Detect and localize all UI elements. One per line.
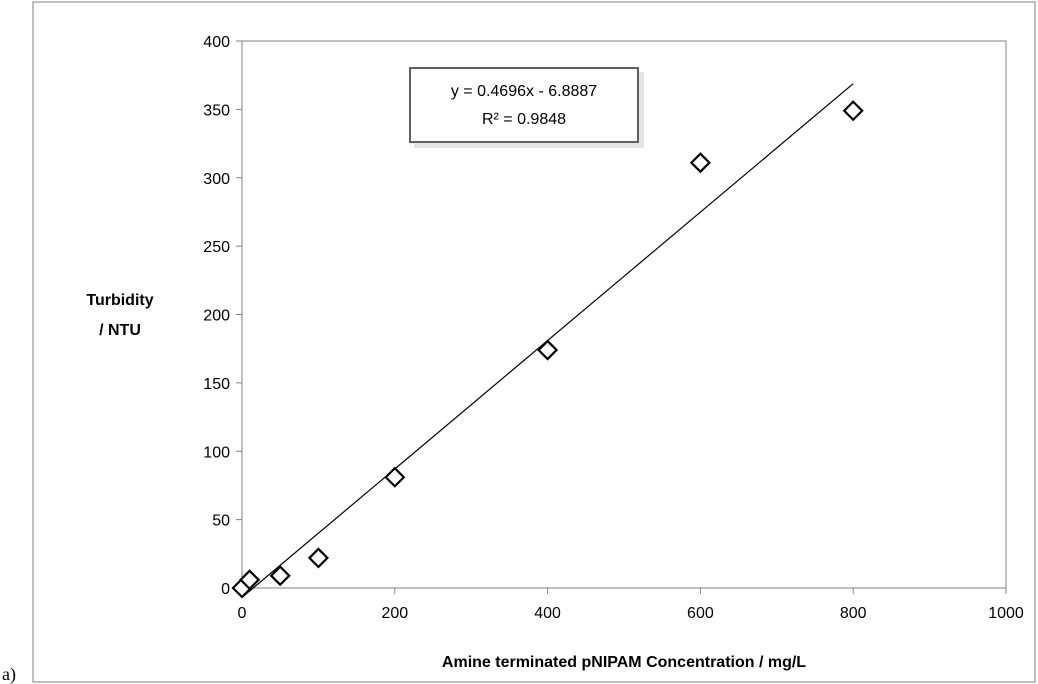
data-point	[269, 565, 291, 587]
y-axis: 0 50 100 150 200 250 300 350 400	[203, 34, 242, 598]
panel-label: a)	[2, 664, 16, 684]
x-tick-label: 200	[381, 605, 408, 622]
x-tick-label: 400	[534, 605, 561, 622]
y-tick-label: 150	[203, 376, 230, 393]
x-tick-label: 800	[840, 605, 867, 622]
y-tick-label: 100	[203, 444, 230, 461]
y-tick-label: 50	[212, 513, 230, 530]
trendline-label-box: y = 0.4696x - 6.8887 R² = 0.9848	[409, 67, 644, 148]
y-tick-label: 300	[203, 171, 230, 188]
x-axis-title: Amine terminated pNIPAM Concentration / …	[442, 654, 806, 671]
y-axis-title-line-1: Turbidity	[86, 292, 153, 309]
data-point	[689, 152, 711, 174]
x-tick-label: 0	[238, 605, 247, 622]
data-point	[384, 466, 406, 488]
x-tick-label: 600	[687, 605, 714, 622]
y-tick-label: 200	[203, 308, 230, 325]
data-point	[842, 100, 864, 122]
y-tick-label: 0	[221, 581, 230, 598]
y-tick-label: 350	[203, 102, 230, 119]
y-axis-title-line-2: / NTU	[99, 322, 141, 339]
data-point	[239, 569, 261, 591]
data-point	[307, 547, 329, 569]
y-tick-label: 250	[203, 239, 230, 256]
trendline-equation: y = 0.4696x - 6.8887	[451, 83, 597, 100]
data-points	[231, 100, 864, 599]
y-tick-label: 400	[203, 34, 230, 51]
data-point	[537, 339, 559, 361]
x-tick-label: 1000	[988, 605, 1024, 622]
trendline-r-squared: R² = 0.9848	[482, 111, 566, 128]
x-axis: 0 200 400 600 800 1000	[238, 588, 1024, 622]
